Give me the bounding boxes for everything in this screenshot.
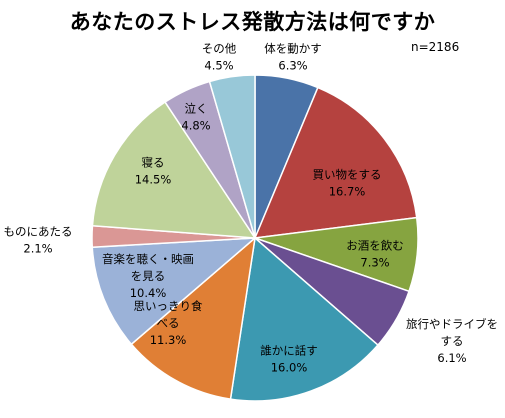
pie-slice — [229, 236, 379, 402]
sample-size-annotation: n=2186 — [411, 40, 460, 54]
slice-value-label: 7.3% — [360, 256, 389, 270]
slice-label: 寝る 14.5% — [135, 156, 172, 187]
slice-category-label: を見る — [131, 269, 166, 283]
slice-value-label: 11.3% — [150, 333, 187, 347]
slice-value-label: 16.0% — [271, 361, 308, 375]
slice-label: 誰かに話す 16.0% — [260, 344, 318, 375]
slice-value-label: 6.3% — [278, 59, 307, 73]
slice-category-label: 音楽を聴く・映画 — [102, 252, 194, 266]
slice-label: 思いっきり食べる 11.3% — [134, 299, 203, 347]
slice-label: 買い物をする 16.7% — [313, 168, 382, 199]
slice-label: 体を動かす 6.3% — [264, 42, 322, 73]
slice-category-label: 体を動かす — [264, 42, 322, 56]
slice-value-label: 6.1% — [437, 351, 466, 365]
pie-slice — [91, 237, 258, 346]
pie-slice — [130, 236, 257, 401]
slice-category-label: その他 — [202, 42, 237, 56]
slice-value-label: 2.1% — [23, 242, 52, 256]
slice-category-label: 誰かに話す — [260, 344, 318, 358]
pie-slice — [253, 86, 418, 239]
slice-category-label: 思いっきり食 — [134, 299, 203, 313]
slice-category-label: 買い物をする — [313, 168, 382, 182]
chart-title: あなたのストレス発散方法は何ですか — [69, 10, 436, 34]
slice-label: 泣く 4.8% — [181, 102, 210, 133]
slice-category-label: 旅行やドライブを — [406, 317, 498, 331]
slice-value-label: 14.5% — [135, 173, 172, 187]
slice-value-label: 10.4% — [130, 286, 167, 300]
slice-value-label: 16.7% — [329, 185, 366, 199]
slice-category-label: お酒を飲む — [346, 239, 404, 253]
slice-label: ものにあたる 2.1% — [4, 225, 73, 256]
slice-label: その他 4.5% — [202, 42, 237, 73]
slice-category-label: ものにあたる — [4, 225, 73, 239]
slice-label: 旅行やドライブをする 6.1% — [406, 317, 498, 365]
slice-label: お酒を飲む 7.3% — [346, 239, 404, 270]
slice-label: 音楽を聴く・映画を見る 10.4% — [102, 252, 194, 300]
pie-slice — [208, 74, 256, 239]
slice-category-label: べる — [157, 316, 180, 330]
slice-category-label: する — [441, 334, 464, 348]
slice-category-label: 寝る — [142, 156, 165, 170]
slice-value-label: 4.5% — [204, 59, 233, 73]
slice-value-label: 4.8% — [181, 119, 210, 133]
pie-slice — [91, 101, 257, 239]
slice-category-label: 泣く — [185, 102, 208, 116]
